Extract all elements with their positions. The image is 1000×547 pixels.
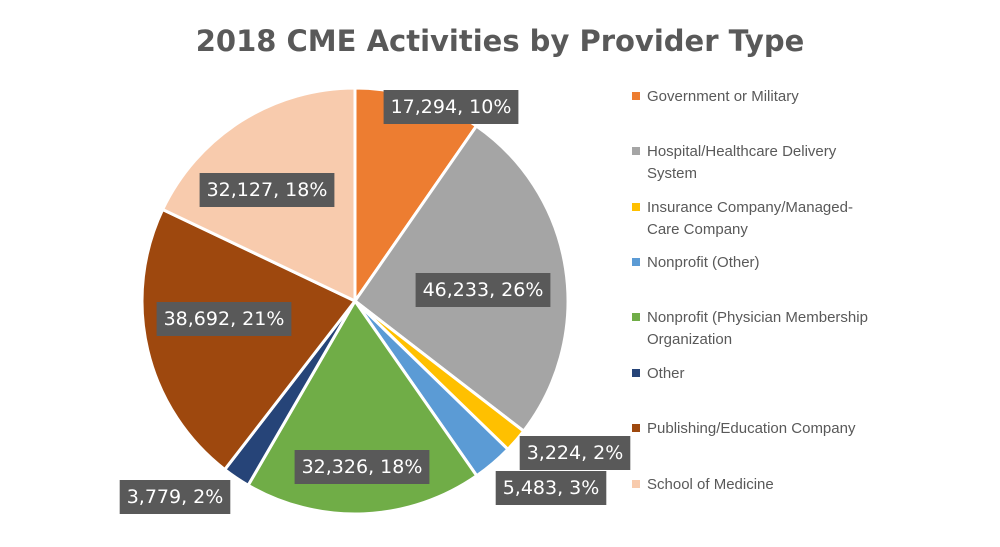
legend-swatch [632, 424, 640, 432]
data-label-text: 38,692, 21% [164, 308, 285, 330]
data-label-text: 17,294, 10% [391, 96, 512, 118]
legend-swatch [632, 369, 640, 377]
data-label-text: 5,483, 3% [503, 477, 600, 499]
legend-item-5: Nonprofit (Physician Membership Organizat… [632, 309, 868, 348]
data-label-8: 32,127, 18% [199, 173, 335, 207]
legend-swatch [632, 313, 640, 321]
data-label-box [415, 273, 551, 307]
data-label-4: 5,483, 3% [495, 471, 607, 505]
data-label-box [199, 173, 335, 207]
data-labels: 17,294, 10% 46,233, 26% 3,224, 2% 5,483, 3%… [119, 90, 631, 514]
legend-label: Publishing/Education Company [647, 420, 856, 437]
data-label-text: 46,233, 26% [423, 279, 544, 301]
pie-slice-7 [140, 207, 357, 472]
data-label-box [119, 480, 231, 514]
data-label-box [519, 436, 631, 470]
legend-label: Insurance Company/Managed- [647, 199, 853, 216]
data-label-box [156, 302, 292, 336]
legend-item-6: Other [632, 365, 685, 382]
data-label-3: 3,224, 2% [519, 436, 631, 470]
data-label-2: 46,233, 26% [415, 273, 551, 307]
legend-item-3: Insurance Company/Managed- Care Company [632, 199, 853, 238]
data-label-text: 32,326, 18% [302, 456, 423, 478]
legend-item-7: Publishing/Education Company [632, 420, 856, 437]
data-label-1: 17,294, 10% [383, 90, 519, 124]
legend-swatch [632, 92, 640, 100]
legend-label: System [647, 165, 697, 182]
data-label-box [383, 90, 519, 124]
data-label-box [294, 450, 430, 484]
chart-title: 2018 CME Activities by Provider Type [196, 24, 805, 58]
data-label-text: 3,224, 2% [527, 442, 624, 464]
legend-item-4: Nonprofit (Other) [632, 254, 760, 271]
data-label-text: 3,779, 2% [127, 486, 224, 508]
legend-item-2: Hospital/Healthcare Delivery System [632, 143, 837, 182]
legend-item-1: Government or Military [632, 88, 799, 105]
legend-label: Government or Military [647, 88, 799, 105]
legend-swatch [632, 258, 640, 266]
legend: Government or Military Hospital/Healthcar… [632, 88, 868, 493]
legend-label: Other [647, 365, 685, 382]
legend-label: Nonprofit (Other) [647, 254, 760, 271]
legend-swatch [632, 203, 640, 211]
data-label-text: 32,127, 18% [207, 179, 328, 201]
legend-item-8: School of Medicine [632, 476, 774, 493]
legend-label: Organization [647, 331, 732, 348]
legend-label: School of Medicine [647, 476, 774, 493]
legend-swatch [632, 480, 640, 488]
data-label-box [495, 471, 607, 505]
legend-label: Hospital/Healthcare Delivery [647, 143, 837, 160]
legend-label: Care Company [647, 221, 748, 238]
data-label-7: 38,692, 21% [156, 302, 292, 336]
data-label-5: 32,326, 18% [294, 450, 430, 484]
data-label-6: 3,779, 2% [119, 480, 231, 514]
legend-label: Nonprofit (Physician Membership [647, 309, 868, 326]
legend-swatch [632, 147, 640, 155]
